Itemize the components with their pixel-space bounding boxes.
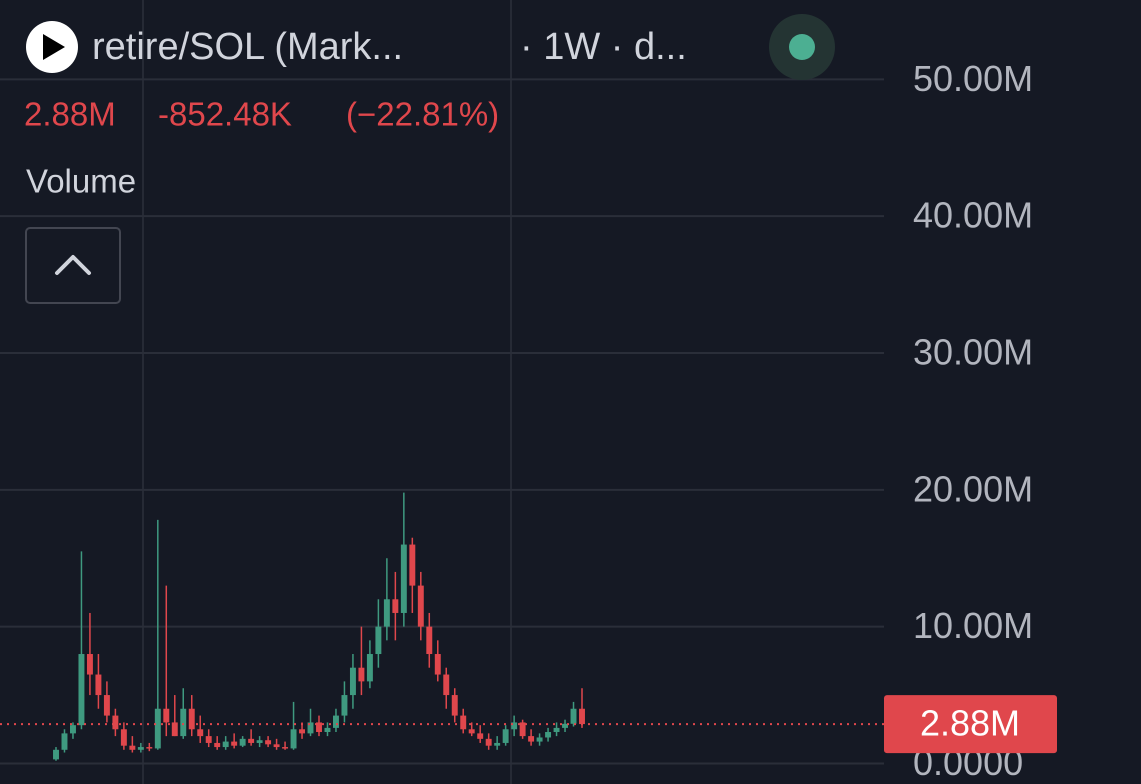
candle-body: [197, 729, 204, 737]
candle-body: [562, 723, 569, 728]
grid: [0, 78, 884, 765]
candle-body: [154, 708, 161, 749]
header-change: -852.48K: [158, 96, 292, 133]
candle-body: [171, 722, 178, 737]
candle-body: [205, 736, 212, 743]
candle-body: [375, 626, 382, 655]
candle-body: [112, 715, 119, 730]
candle-body: [163, 708, 170, 723]
interval[interactable]: · 1W · d...: [520, 26, 687, 68]
collapse-button[interactable]: [25, 227, 121, 304]
candle-body: [434, 654, 441, 675]
y-tick-label: 10.00M: [913, 605, 1033, 646]
candle-body: [180, 708, 187, 737]
candle-body: [256, 740, 263, 743]
y-tick-label: 20.00M: [913, 468, 1033, 509]
candle-body: [290, 729, 297, 749]
candle-body: [324, 727, 331, 733]
header-change-pct: (−22.81%): [346, 96, 499, 133]
status-dot: [789, 34, 815, 60]
candle-body: [358, 667, 365, 682]
last-price-label: 2.88M: [920, 703, 1020, 744]
symbol[interactable]: retire/SOL (Mark...: [92, 26, 403, 68]
candle-body: [477, 733, 484, 739]
candle-body: [146, 747, 153, 749]
candle-body: [265, 740, 272, 745]
chevron-up: [55, 255, 91, 275]
candle-body: [214, 742, 221, 748]
candle-body: [61, 733, 68, 750]
candle-body: [366, 654, 373, 682]
candle-body: [78, 654, 85, 726]
candle-body: [511, 722, 518, 730]
candle-body: [519, 722, 526, 737]
candle-body: [409, 544, 416, 586]
y-tick-label: 50.00M: [913, 58, 1033, 99]
candle-body: [502, 729, 509, 743]
candle-body: [231, 741, 238, 746]
candle-body: [53, 749, 59, 760]
candle-body: [528, 736, 535, 742]
candle-body: [273, 744, 280, 748]
last-price-tag: [884, 695, 1057, 754]
candle-body: [222, 741, 229, 748]
play-glyph: [43, 34, 65, 60]
candle-body: [383, 599, 390, 627]
candle-body: [248, 738, 255, 743]
candle-body: [570, 708, 577, 724]
candle-body: [103, 695, 110, 716]
indicator-name: Volume: [26, 163, 136, 200]
candle-body: [468, 729, 475, 734]
candle-body: [69, 725, 76, 734]
candle-body: [299, 729, 306, 734]
candle-body: [553, 727, 560, 733]
header-value: 2.88M: [24, 96, 116, 133]
candle-body: [86, 654, 93, 675]
y-axis: 0.000010.00M20.00M30.00M40.00M50.00M2.88…: [884, 58, 1057, 783]
candle-body: [451, 695, 458, 716]
candle-body: [137, 747, 144, 750]
candle-body: [392, 599, 399, 613]
candles: [0, 492, 884, 761]
candle-body: [417, 585, 424, 627]
candle-body: [494, 742, 501, 746]
y-tick-label: 40.00M: [913, 195, 1033, 236]
candle-body: [536, 737, 543, 742]
candle-body: [443, 674, 450, 696]
candle-body: [282, 747, 289, 749]
candle-body: [579, 708, 585, 725]
candle-body: [307, 722, 314, 734]
candle-body: [188, 708, 195, 730]
candle-body: [332, 715, 339, 728]
candle-body: [95, 674, 102, 696]
candle-body: [485, 738, 492, 746]
candle-body: [316, 722, 322, 733]
candle-body: [545, 732, 552, 738]
candle-body: [400, 544, 407, 613]
candle-body: [129, 745, 136, 750]
candle-body: [120, 729, 127, 746]
candle-body: [349, 667, 356, 696]
candle-body: [341, 695, 348, 716]
y-tick-label: 30.00M: [913, 332, 1033, 373]
candle-body: [426, 626, 433, 655]
candle-body: [460, 715, 467, 730]
candle-body: [239, 738, 246, 746]
